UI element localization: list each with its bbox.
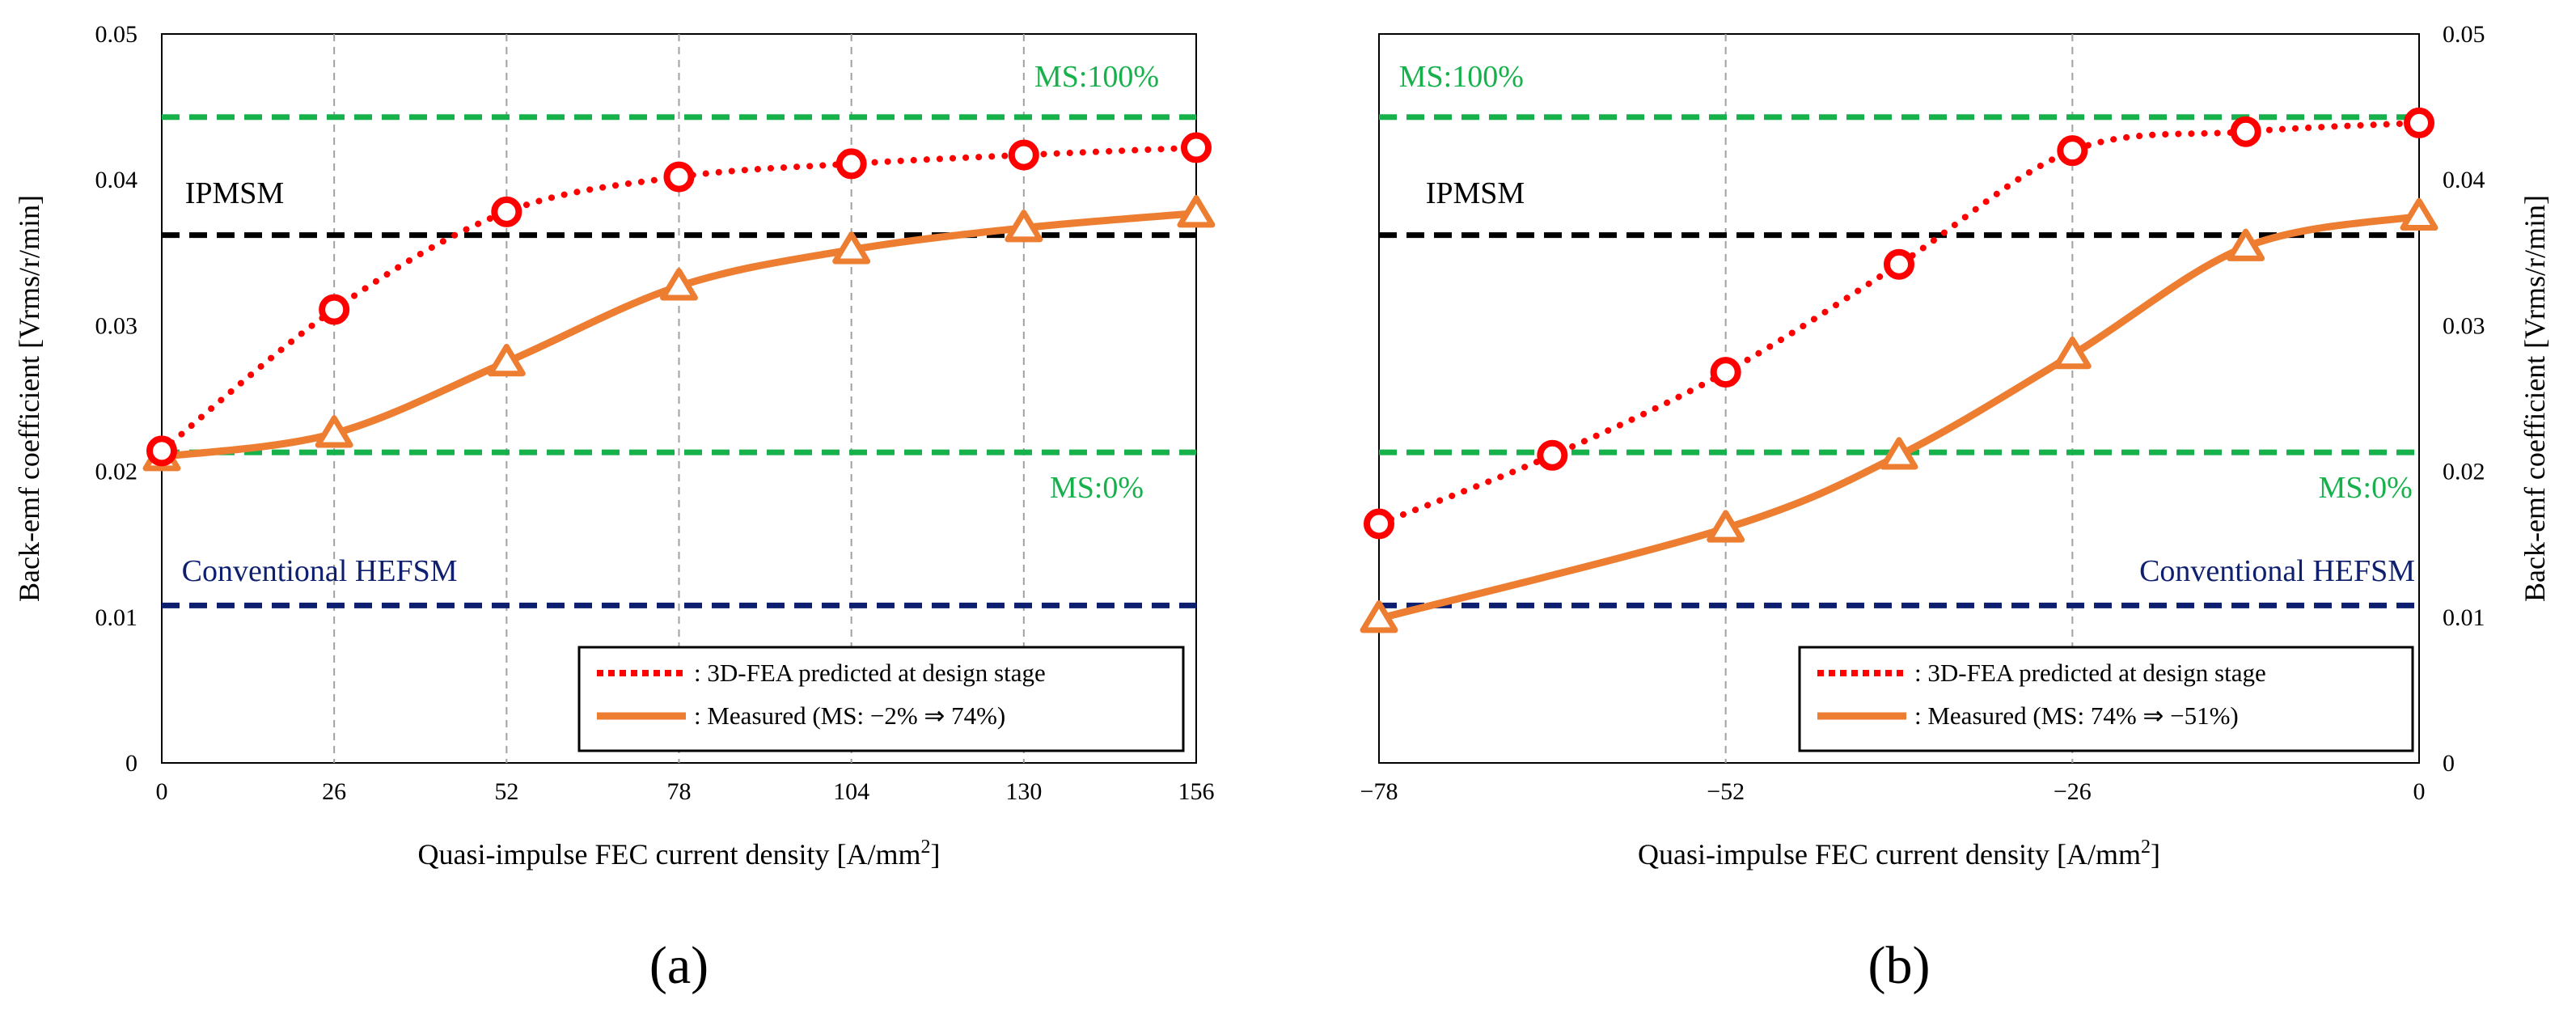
y-tick-label: 0.01: [95, 604, 138, 631]
reference-line-label: MS:100%: [1399, 60, 1524, 94]
reference-line-label: Conventional HEFSM: [182, 554, 458, 588]
data-point-measured: [1707, 510, 1745, 543]
data-point-measured: [2400, 197, 2439, 231]
data-point-predicted: [835, 148, 867, 180]
y-tick-label: 0.04: [95, 167, 138, 193]
reference-line-label: MS:0%: [2319, 471, 2413, 505]
chart-panel-b: MS:100% IPMSM MS:0% Conventional HEFSM −78 −5…: [1360, 21, 2551, 995]
x-tick-label: 156: [1178, 778, 1215, 805]
y-axis-label: Back-emf coefficient [Vrms/r/min]: [2519, 195, 2551, 602]
legend-label-measured: : Measured (MS: 74% ⇒ −51%): [1914, 701, 2239, 730]
x-tick-label: −52: [1707, 778, 1745, 805]
data-point-measured: [660, 268, 698, 301]
data-point-measured: [832, 231, 871, 265]
data-point-measured: [1005, 210, 1043, 243]
data-point-predicted: [146, 435, 177, 467]
data-point-predicted: [1884, 248, 1914, 280]
data-point-predicted: [663, 161, 695, 193]
data-point-predicted: [1710, 357, 1741, 388]
legend-box: [1798, 646, 2414, 752]
data-point-predicted: [491, 196, 522, 227]
data-point-predicted: [319, 294, 350, 325]
y-tick-label: 0.01: [2443, 604, 2485, 631]
legend-label-measured: : Measured (MS: −2% ⇒ 74%): [694, 701, 1005, 730]
y-tick-label: 0.05: [95, 21, 138, 48]
data-point-predicted: [2057, 135, 2088, 167]
y-tick-label: 0: [2443, 750, 2455, 777]
data-point-predicted: [1364, 508, 1394, 540]
y-tick-label: 0: [125, 750, 137, 777]
legend-box: [577, 646, 1185, 752]
data-point-measured: [2227, 228, 2265, 261]
reference-line-label: MS:100%: [1034, 60, 1159, 94]
legend-label-predicted: : 3D-FEA predicted at design stage: [1914, 659, 2266, 687]
x-axis-label-main: Quasi-impulse FEC current density [A/mm: [1638, 838, 2141, 871]
x-axis-label: Quasi-impulse FEC current density [A/mm2…: [418, 837, 941, 871]
y-axis-label: Back-emf coefficient [Vrms/r/min]: [13, 195, 45, 602]
data-point-measured: [487, 343, 526, 377]
panel-label: (a): [649, 936, 709, 995]
panel-label: (b): [1868, 936, 1931, 995]
data-point-predicted: [1181, 132, 1212, 163]
x-tick-label: 52: [494, 778, 518, 805]
plot-area-border: [1378, 33, 2420, 764]
data-point-predicted: [2230, 116, 2261, 147]
data-point-measured: [2053, 336, 2092, 370]
x-tick-label: 0: [2413, 778, 2426, 805]
x-tick-label: 104: [833, 778, 869, 805]
reference-line-label: IPMSM: [185, 176, 284, 210]
x-axis-label-superscript: 2: [920, 837, 930, 858]
data-point-measured: [315, 415, 353, 448]
y-tick-label: 0.02: [2443, 459, 2485, 485]
data-point-measured: [1177, 195, 1216, 228]
y-tick-label: 0.02: [95, 459, 138, 485]
reference-line-label: MS:0%: [1050, 471, 1144, 505]
data-point-predicted: [2404, 107, 2434, 138]
y-tick-label: 0.04: [2443, 167, 2485, 193]
x-axis-label-end: ]: [930, 838, 940, 871]
y-tick-label: 0.05: [2443, 21, 2485, 48]
x-tick-label: 130: [1005, 778, 1042, 805]
data-point-measured: [1880, 437, 1918, 470]
x-tick-label: −26: [2054, 778, 2092, 805]
legend-label-predicted: : 3D-FEA predicted at design stage: [694, 659, 1046, 687]
data-point-measured: [1360, 600, 1398, 633]
x-axis-label-end: ]: [2151, 838, 2160, 871]
x-tick-label: 0: [156, 778, 168, 805]
data-point-predicted: [1008, 139, 1039, 171]
x-tick-label: 26: [322, 778, 346, 805]
y-tick-label: 0.03: [2443, 312, 2485, 339]
x-axis-label-superscript: 2: [2141, 837, 2151, 858]
reference-line-label: IPMSM: [1426, 176, 1525, 210]
reference-line-label: Conventional HEFSM: [2139, 554, 2415, 588]
chart-panel-a: MS:100% IPMSM MS:0% Conventional HEFSM 0 26 52…: [13, 21, 1216, 995]
y-tick-label: 0.03: [95, 312, 138, 339]
x-axis-label-main: Quasi-impulse FEC current density [A/mm: [418, 838, 921, 871]
x-tick-label: −78: [1360, 778, 1398, 805]
x-axis-label: Quasi-impulse FEC current density [A/mm2…: [1638, 837, 2160, 871]
data-point-predicted: [1537, 439, 1568, 471]
x-tick-label: 78: [667, 778, 692, 805]
